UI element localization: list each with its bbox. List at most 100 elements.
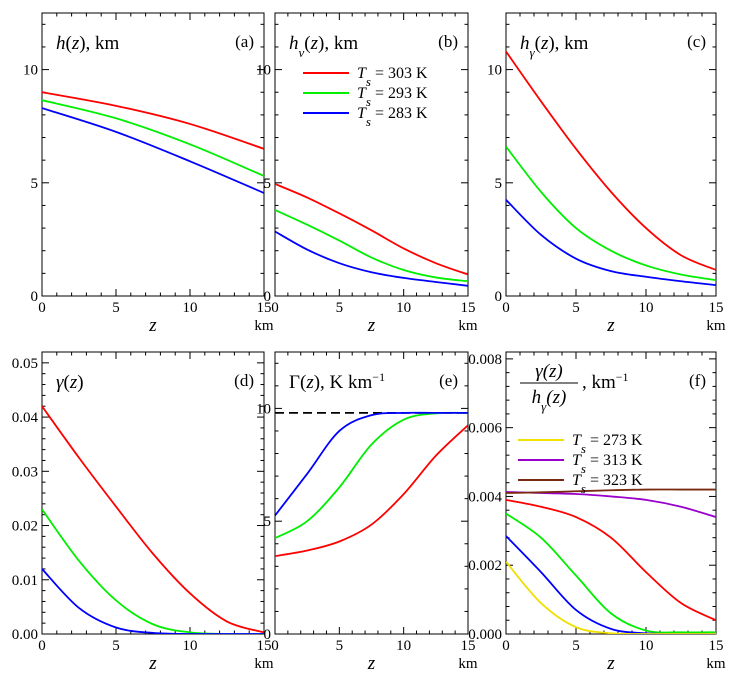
legend-label: Ts = 303 K <box>357 65 428 89</box>
x-axis-unit: km <box>458 656 478 672</box>
series-line-0 <box>275 183 468 276</box>
y-tick-label: 0.05 <box>12 356 38 372</box>
panel-f: 0 5 10 15 0.000 0.002 0.004 0.006 0.008 z km (f) γ(z… <box>468 351 726 674</box>
y-tick-label: 10 <box>256 401 271 417</box>
series-line-2 <box>506 535 716 634</box>
y-tick-label: 0.002 <box>468 558 502 574</box>
y-tick-label: 0.00 <box>12 627 38 643</box>
y-tick-label: 0 <box>264 627 272 643</box>
panel-title: h(z), km <box>56 33 120 54</box>
x-tick-label: 10 <box>183 300 198 316</box>
title-unit: , km−1 <box>582 370 629 393</box>
x-tick-label: 10 <box>639 638 654 654</box>
x-axis-unit: km <box>706 656 726 672</box>
plot-frame <box>41 12 265 297</box>
x-tick-label: 0 <box>271 638 279 654</box>
series-line-2 <box>42 107 264 194</box>
series-line-1 <box>506 146 716 282</box>
x-axis-unit: km <box>254 318 274 334</box>
series-line-0 <box>42 405 264 634</box>
x-tick-label: 15 <box>709 638 724 654</box>
panel-letter: (b) <box>438 32 458 51</box>
y-tick-label: 0.000 <box>468 627 502 643</box>
legend-label: Ts = 313 K <box>572 452 643 476</box>
series-line-3 <box>506 561 716 634</box>
series-line-1 <box>506 512 716 634</box>
x-tick-label: 10 <box>639 300 654 316</box>
plot-frame <box>505 12 717 297</box>
x-tick-label: 5 <box>112 300 120 316</box>
x-axis-label: z <box>606 653 615 674</box>
y-tick-label: 0.04 <box>12 410 39 426</box>
panel-letter: (f) <box>689 371 706 390</box>
x-tick-label: 0 <box>502 638 510 654</box>
y-tick-label: 5 <box>495 176 503 192</box>
panel-title: hv(z), km <box>289 33 358 60</box>
plot-frame <box>274 12 469 297</box>
y-tick-label: 0.03 <box>12 464 38 480</box>
y-tick-label: 0.004 <box>468 489 502 505</box>
x-tick-label: 5 <box>572 638 580 654</box>
x-tick-label: 10 <box>396 300 411 316</box>
x-tick-label: 5 <box>112 638 120 654</box>
panel-c: 0 5 10 15 0 5 10 z km (c) hγ(z), km <box>487 12 726 336</box>
x-tick-label: 10 <box>396 638 411 654</box>
series-line-0 <box>506 50 716 271</box>
plot-frame <box>41 351 265 635</box>
x-tick-label: 15 <box>709 300 724 316</box>
series-line-1 <box>275 209 468 283</box>
y-tick-label: 0 <box>264 289 272 305</box>
y-tick-label: 0.006 <box>468 421 502 437</box>
y-tick-label: 0 <box>31 289 39 305</box>
x-tick-label: 15 <box>461 638 476 654</box>
x-axis-label: z <box>148 653 157 674</box>
panel-letter: (c) <box>687 32 706 51</box>
panel-letter: (e) <box>439 371 458 390</box>
series-line-0 <box>42 91 264 150</box>
y-tick-label: 0.008 <box>468 352 502 368</box>
x-tick-label: 15 <box>257 638 272 654</box>
x-axis-label: z <box>367 653 376 674</box>
x-tick-label: 5 <box>336 300 344 316</box>
x-tick-label: 15 <box>257 300 272 316</box>
y-tick-label: 10 <box>487 63 502 79</box>
panel-title: Γ(z), K km−1 <box>289 370 385 393</box>
legend-label: Ts = 293 K <box>357 85 428 109</box>
x-axis-unit: km <box>706 318 726 334</box>
panel-letter: (a) <box>235 32 254 51</box>
x-tick-label: 15 <box>461 300 476 316</box>
panel-letter: (d) <box>234 371 254 390</box>
x-axis-label: z <box>367 315 376 336</box>
legend-label: Ts = 273 K <box>572 432 643 456</box>
x-axis-label: z <box>148 315 157 336</box>
series-line-1 <box>42 508 264 634</box>
title-denominator: hγ(z) <box>532 387 567 414</box>
panel-title: γ(z) hγ(z) , km−1 <box>520 361 629 414</box>
x-tick-label: 0 <box>38 300 46 316</box>
y-tick-label: 5 <box>264 514 272 530</box>
y-tick-label: 10 <box>256 63 271 79</box>
x-tick-label: 10 <box>183 638 198 654</box>
series-line-2 <box>506 199 716 287</box>
series-line-5 <box>506 488 716 494</box>
x-axis-label: z <box>606 315 615 336</box>
series-line-1 <box>275 411 468 539</box>
series-line-1 <box>42 99 264 177</box>
y-tick-label: 5 <box>264 176 272 192</box>
legend-label: Ts = 323 K <box>572 472 643 496</box>
title-numerator: γ(z) <box>535 361 563 382</box>
y-tick-label: 0.01 <box>12 573 38 589</box>
x-tick-label: 0 <box>38 638 46 654</box>
series-line-4 <box>506 491 716 518</box>
y-tick-label: 10 <box>23 63 38 79</box>
y-tick-label: 5 <box>31 176 39 192</box>
x-tick-label: 0 <box>271 300 279 316</box>
legend-label: Ts = 283 K <box>357 105 428 129</box>
x-tick-label: 0 <box>502 300 510 316</box>
panel-title: γ(z) <box>56 372 84 393</box>
y-tick-label: 0 <box>495 289 503 305</box>
x-axis-unit: km <box>458 318 478 334</box>
